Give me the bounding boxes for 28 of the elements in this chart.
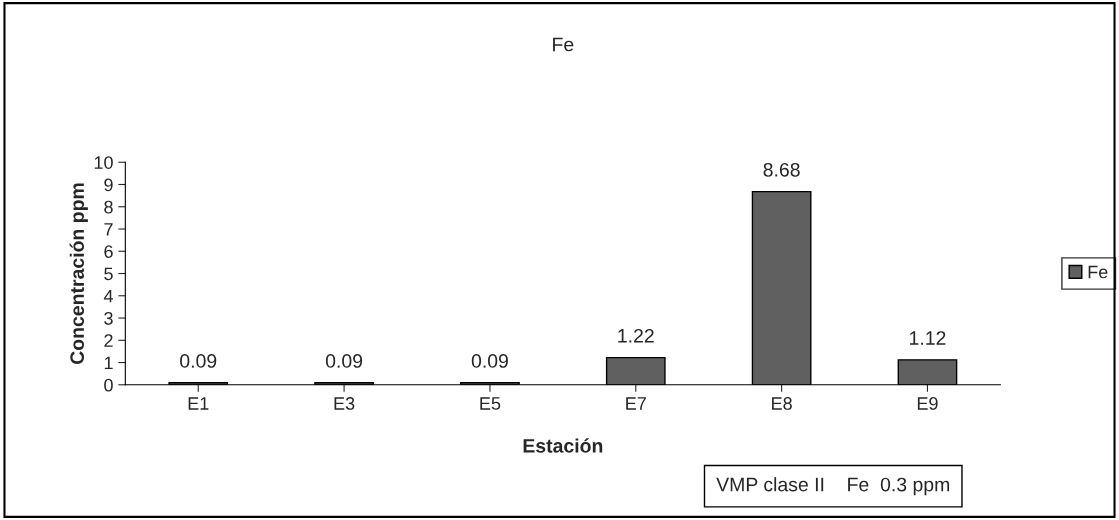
y-tick-label: 9 xyxy=(104,178,113,192)
y-axis-title: Concentración ppm xyxy=(69,183,88,364)
y-tick-label: 3 xyxy=(104,311,113,325)
y-tick-label: 1 xyxy=(104,356,113,370)
y-tick-label: 10 xyxy=(94,156,113,169)
data-label: 1.22 xyxy=(618,328,654,343)
x-tick-label: E5 xyxy=(480,397,501,410)
y-tick-label: 8 xyxy=(104,200,113,214)
x-axis-title: Estación xyxy=(523,438,603,453)
data-label: 0.09 xyxy=(180,354,217,368)
x-tick-label: E3 xyxy=(334,397,355,410)
data-label: 8.68 xyxy=(763,162,800,177)
text: VMP clase II Fe 0.3 ppm xyxy=(716,477,950,496)
x-tick-label: E8 xyxy=(772,397,792,410)
y-tick-label: 4 xyxy=(103,289,113,303)
data-label: 0.09 xyxy=(471,354,508,368)
x-tick-label: E1 xyxy=(188,397,209,410)
x-tick-label: E9 xyxy=(917,397,938,410)
legend-label: Fe xyxy=(1088,265,1108,279)
y-tick-label: 6 xyxy=(104,245,113,258)
data-label: 0.09 xyxy=(325,354,363,368)
data-label: 1.12 xyxy=(910,331,946,345)
y-tick-label: 0 xyxy=(104,378,113,392)
x-tick-label: E7 xyxy=(626,397,646,410)
chart-title: Fe xyxy=(553,37,574,52)
y-tick-label: 7 xyxy=(104,223,113,236)
y-tick-label: 2 xyxy=(104,334,113,347)
y-tick-label: 5 xyxy=(104,267,113,281)
